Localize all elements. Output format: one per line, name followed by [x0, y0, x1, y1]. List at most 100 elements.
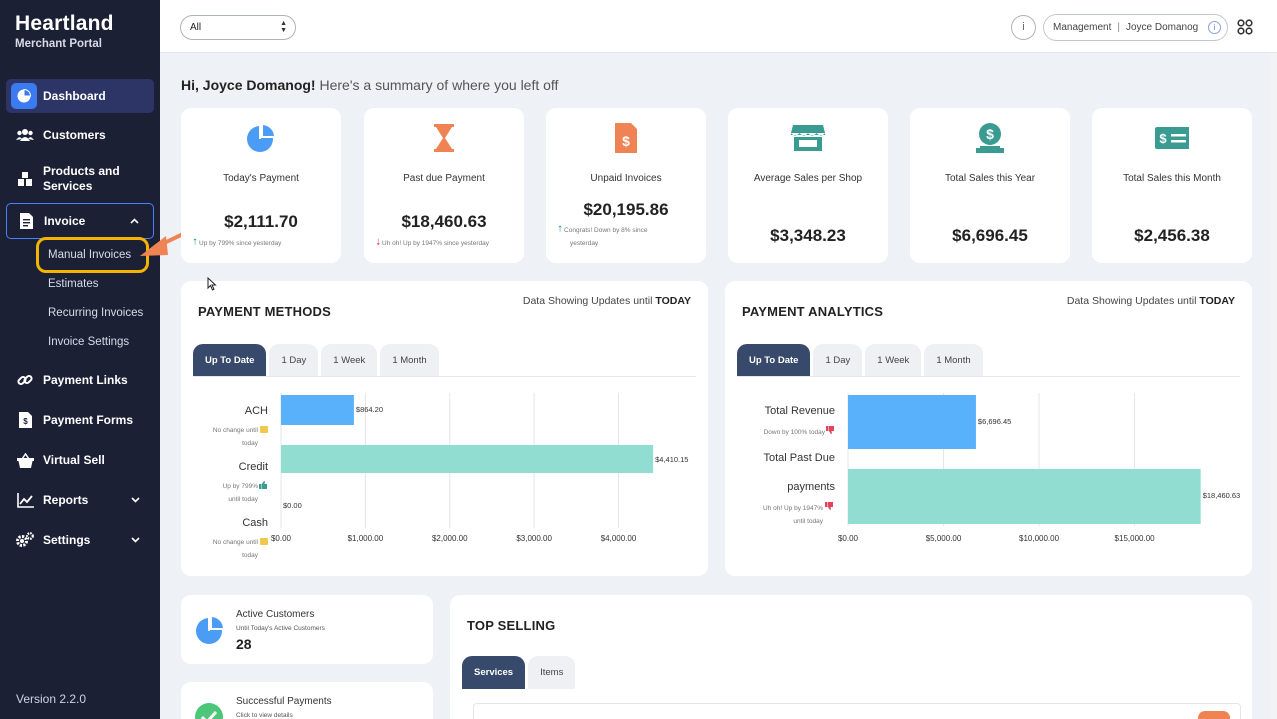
brand-name: Heartland — [15, 12, 114, 35]
kpi-card-past-due-payment[interactable]: Past due Payment $18,460.63 ⭣ Uh oh! Up … — [364, 108, 524, 263]
account-menu[interactable]: Management | Joyce Domanog i — [1043, 14, 1228, 41]
bar — [848, 395, 976, 449]
category-label: Total Past Due — [763, 452, 835, 464]
top-selling-panel: TOP SELLING Services Items — [450, 595, 1252, 719]
row-note-line2: until today — [228, 496, 258, 503]
tab-up-to-date[interactable]: Up To Date — [193, 344, 267, 376]
sidebar-item-label: Payment Links — [43, 373, 128, 387]
sidebar-item-label: Reports — [43, 493, 89, 507]
card-title: Successful Payments — [236, 696, 332, 707]
sidebar-item-settings[interactable]: Settings — [6, 531, 154, 549]
kpi-card-total-sales-year[interactable]: $ Total Sales this Year $6,696.45 — [910, 108, 1070, 263]
sidebar-item-virtual-sell[interactable]: Virtual Sell — [6, 451, 154, 469]
kpi-value: $3,348.23 — [770, 226, 846, 245]
tab-divider — [193, 376, 696, 377]
thumbs-up-icon — [259, 481, 267, 489]
top-selling-list — [473, 703, 1241, 719]
sidebar-item-reports[interactable]: Reports — [6, 491, 154, 509]
sidebar-item-label: Settings — [43, 533, 91, 547]
category-label: Total Revenue — [765, 405, 835, 417]
kpi-title: Past due Payment — [403, 173, 485, 184]
sidebar-item-payment-forms[interactable]: $ Payment Forms — [6, 411, 154, 429]
sidebar-item-label: Products and — [43, 164, 120, 178]
subnav-recurring-invoices[interactable]: Recurring Invoices — [48, 307, 144, 319]
greeting-text: Here's a summary of where you left off — [315, 77, 559, 93]
apps-grid-icon[interactable] — [1237, 19, 1253, 35]
subnav-estimates[interactable]: Estimates — [48, 278, 99, 290]
payment-analytics-chart: $0.00 $5,000.00 $10,000.00 $15,000.00 $6,696… — [763, 393, 1240, 543]
thumbs-down-icon — [826, 426, 834, 434]
dollar-card-icon: $ — [1155, 127, 1189, 149]
app-version: Version 2.2.0 — [16, 692, 87, 706]
panel-title: TOP SELLING — [467, 618, 556, 633]
updates-note: Data Showing Updates until TODAY — [523, 295, 691, 307]
kpi-title: Average Sales per Shop — [753, 173, 863, 184]
active-customers-card[interactable]: Active Customers Until Today's Active Cu… — [181, 595, 433, 664]
category-label: ACH — [245, 405, 268, 417]
kpi-card-average-sales[interactable]: Average Sales per Shop $3,348.23 — [728, 108, 888, 263]
payment-analytics-panel: PAYMENT ANALYTICS Data Showing Updates u… — [725, 281, 1252, 576]
subnav-manual-invoices[interactable]: Manual Invoices — [48, 249, 132, 261]
dollar-hand-icon: $ — [976, 123, 1004, 153]
sidebar-item-products-services[interactable]: Products and Services — [6, 163, 154, 195]
store-filter-select[interactable]: All ▲ ▼ — [180, 15, 296, 40]
svg-text:$: $ — [986, 126, 994, 142]
store-filter-value: All — [190, 22, 202, 33]
card-title: Active Customers — [236, 609, 315, 620]
page-scrollbar[interactable] — [1270, 53, 1277, 719]
sidebar-item-label: Dashboard — [43, 89, 106, 103]
sidebar-item-dashboard[interactable]: Dashboard — [6, 79, 154, 113]
arrow-up-icon: ⭡ — [193, 237, 198, 247]
tab-1-week[interactable]: 1 Week — [321, 344, 378, 376]
topbar: All ▲ ▼ i Management | Joyce Domanog i — [160, 0, 1277, 53]
sidebar-item-label: Virtual Sell — [43, 453, 105, 467]
tab-1-month[interactable]: 1 Month — [924, 344, 983, 376]
pie-chart-icon — [196, 615, 226, 644]
sidebar-item-payment-links[interactable]: Payment Links — [6, 371, 154, 389]
brand-logo[interactable]: Heartland Merchant Portal — [15, 12, 114, 50]
category-label-line2: payments — [787, 481, 835, 493]
tab-services[interactable]: Services — [462, 656, 526, 689]
sidebar-item-label: Payment Forms — [43, 413, 134, 427]
row-note: Down by 100% today — [764, 429, 826, 436]
kpi-value: $2,456.38 — [1134, 226, 1210, 245]
data-label: $6,696.45 — [978, 417, 1011, 426]
kpi-card-todays-payment[interactable]: Today's Payment $2,111.70 ⭡ Up by 799% s… — [181, 108, 341, 263]
x-tick-label: $1,000.00 — [348, 534, 384, 543]
kpi-card-total-sales-month[interactable]: $ Total Sales this Month $2,456.38 — [1092, 108, 1252, 263]
account-role: Management — [1053, 22, 1112, 33]
bar — [281, 445, 654, 473]
panel-title: PAYMENT ANALYTICS — [742, 304, 884, 319]
kpi-note: ⭡ Congrats! Down by 8% since yesterday — [558, 223, 648, 250]
bar — [848, 469, 1201, 524]
x-tick-label: $2,000.00 — [432, 534, 468, 543]
subnav-invoice-settings[interactable]: Invoice Settings — [48, 336, 130, 348]
category-label: Credit — [239, 461, 268, 473]
category-label: Cash — [242, 517, 268, 529]
x-tick-label: $15,000.00 — [1115, 534, 1156, 543]
chevron-up-icon — [130, 216, 139, 227]
tab-up-to-date[interactable]: Up To Date — [737, 344, 811, 376]
account-info-icon[interactable]: i — [1208, 21, 1221, 34]
tab-1-day[interactable]: 1 Day — [269, 344, 319, 376]
kpi-note-text-line2: yesterday — [570, 240, 599, 247]
tab-1-day[interactable]: 1 Day — [813, 344, 863, 376]
info-icon[interactable]: i — [1011, 15, 1036, 40]
sidebar-item-customers[interactable]: Customers — [6, 126, 154, 144]
hourglass-icon — [434, 124, 454, 152]
arrow-down-icon: ⭣ — [376, 237, 381, 247]
kpi-title: Total Sales this Month — [1123, 173, 1221, 184]
tab-1-week[interactable]: 1 Week — [865, 344, 922, 376]
invoice-icon — [17, 212, 35, 230]
row-note: Up by 799% — [223, 483, 259, 490]
x-tick-label: $4,000.00 — [601, 534, 637, 543]
link-icon — [16, 371, 34, 389]
successful-payments-card[interactable]: Successful Payments Click to view detail… — [181, 682, 433, 719]
tab-items[interactable]: Items — [528, 656, 576, 689]
payment-methods-chart: $0.00 $1,000.00 $2,000.00 $3,000.00 $4,000.0… — [213, 393, 688, 559]
x-tick-label: $3,000.00 — [516, 534, 552, 543]
tab-1-month[interactable]: 1 Month — [380, 344, 439, 376]
arrow-up-icon: ⭡ — [558, 224, 563, 234]
kpi-card-unpaid-invoices[interactable]: $ Unpaid Invoices $20,195.86 ⭡ Congrats!… — [546, 108, 706, 263]
kpi-value: $18,460.63 — [401, 212, 487, 231]
